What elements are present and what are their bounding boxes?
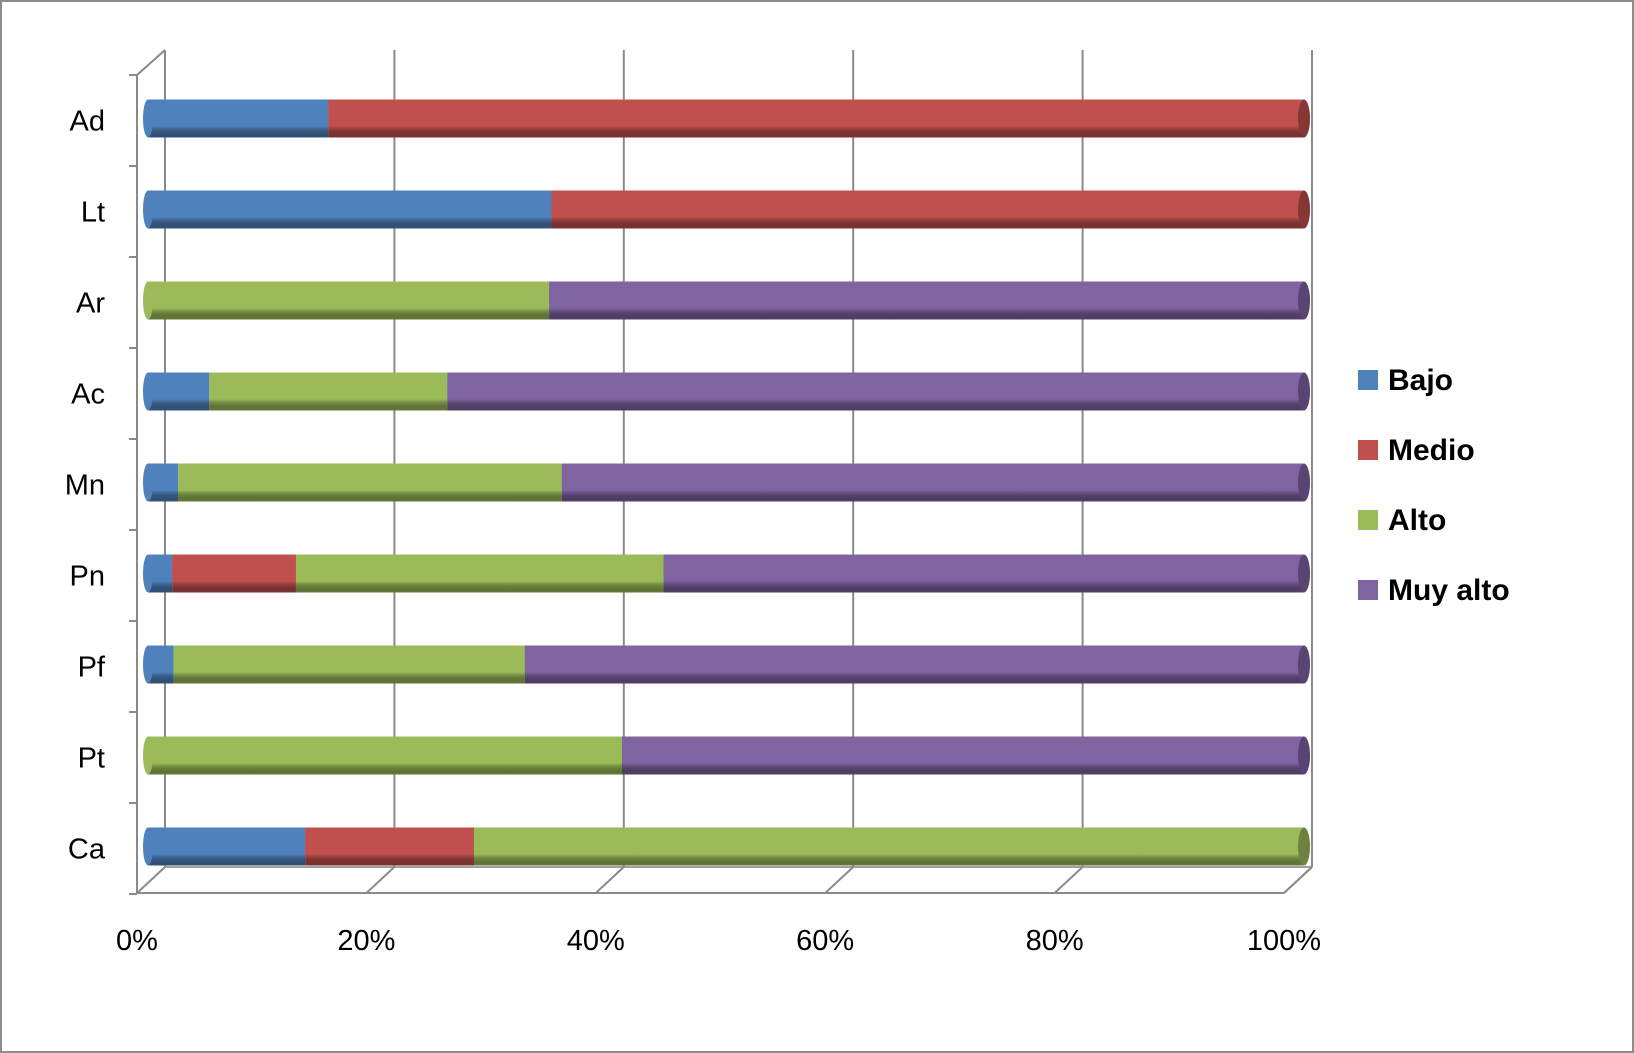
category-label-pt: Pt [78, 743, 105, 775]
bar-start-cap [143, 827, 153, 866]
bar-shade-ad-bajo [148, 99, 329, 138]
bar-shade-ad-medio [328, 99, 1304, 138]
bar-shade-pf-muy-alto [524, 645, 1304, 684]
bar-start-cap [143, 281, 153, 320]
bar-end-cap [1298, 645, 1310, 684]
bar-shade-lt-bajo [148, 190, 552, 229]
bar-shade-pn-medio [172, 554, 296, 593]
category-label-ca: Ca [68, 834, 106, 866]
bar-end-cap [1298, 372, 1310, 411]
bar-start-cap [143, 190, 153, 229]
bar-end-cap [1298, 190, 1310, 229]
bar-end-cap-shade [1298, 554, 1310, 593]
category-label-pn: Pn [70, 561, 105, 593]
legend: Bajo Medio Alto Muy alto [1358, 364, 1510, 607]
legend-label-medio: Medio [1388, 434, 1475, 467]
bar-end-cap-shade [1298, 372, 1310, 411]
plot-walls [129, 49, 1313, 895]
gridline-floor [1283, 866, 1313, 894]
bar-shade-ca-bajo [148, 827, 306, 866]
x-tick-label: 40% [567, 925, 625, 957]
bar-shade-ar-alto [148, 281, 550, 320]
legend-label-bajo: Bajo [1388, 364, 1453, 397]
legend-label-alto: Alto [1388, 504, 1446, 537]
legend-label-muy-alto: Muy alto [1388, 574, 1510, 607]
x-tick-label: 80% [1026, 925, 1084, 957]
bar-shade-ac-bajo [148, 372, 210, 411]
bar-shade-pn-muy-alto [663, 554, 1304, 593]
bar-shade-ca-alto [473, 827, 1304, 866]
category-label-ad: Ad [70, 106, 105, 138]
bar-end-cap-shade [1298, 736, 1310, 775]
gridline-floor [365, 866, 396, 894]
gridline-floor [136, 866, 166, 894]
category-label-pf: Pf [78, 652, 106, 684]
legend-swatch-bajo [1358, 370, 1378, 390]
bar-end-cap-shade [1298, 645, 1310, 684]
x-tick-label: 60% [796, 925, 854, 957]
bar-end-cap [1298, 99, 1310, 138]
bar-start-cap [143, 463, 153, 502]
bar-end-cap [1298, 463, 1310, 502]
bar-shade-mn-alto [178, 463, 562, 502]
gridline-floor [824, 866, 854, 894]
bar-shade-ca-medio [305, 827, 474, 866]
gridline-floor [595, 866, 625, 894]
x-tick-label: 20% [337, 925, 395, 957]
bar-end-cap [1298, 554, 1310, 593]
bar-shade-pt-muy-alto [621, 736, 1304, 775]
gridlines [136, 50, 1313, 894]
category-label-ar: Ar [76, 288, 105, 320]
bar-shade-mn-bajo [148, 463, 179, 502]
y-axis-top-edge [136, 49, 166, 76]
bar-end-cap-shade [1298, 99, 1310, 138]
bar-start-cap [143, 736, 153, 775]
bar-start-cap [143, 645, 153, 684]
category-label-lt: Lt [81, 197, 105, 229]
legend-swatch-medio [1358, 440, 1378, 460]
bar-shade-pf-alto [173, 645, 525, 684]
category-label-ac: Ac [71, 379, 105, 411]
bar-start-cap [143, 554, 153, 593]
x-tick-label: 100% [1247, 925, 1321, 957]
bar-end-cap-shade [1298, 463, 1310, 502]
bar-start-cap [143, 99, 153, 138]
x-tick-label: 0% [116, 925, 158, 957]
bar-shade-pn-alto [295, 554, 664, 593]
bar-end-cap-shade [1298, 281, 1310, 320]
bars [143, 99, 1310, 866]
legend-swatch-alto [1358, 510, 1378, 530]
bar-end-cap [1298, 736, 1310, 775]
bar-start-cap [143, 372, 153, 411]
bar-shade-ar-muy-alto [549, 281, 1304, 320]
bar-end-cap [1298, 281, 1310, 320]
back-wall [165, 50, 1312, 867]
bar-shade-ac-muy-alto [447, 372, 1304, 411]
legend-swatch-muy-alto [1358, 580, 1378, 600]
bar-shade-pt-alto [148, 736, 622, 775]
gridline-floor [1053, 866, 1084, 894]
bar-shade-mn-muy-alto [561, 463, 1304, 502]
category-labels: Ad Lt Ar Ac Mn Pn Pf Pt Ca [65, 106, 106, 866]
bar-end-cap-shade [1298, 827, 1310, 866]
x-tick-labels: 0% 20% 40% 60% 80% 100% [116, 925, 1321, 957]
category-label-mn: Mn [65, 470, 105, 502]
bar-end-cap [1298, 827, 1310, 866]
bar-shade-lt-medio [551, 190, 1304, 229]
bar-end-cap-shade [1298, 190, 1310, 229]
bar-shade-ac-alto [209, 372, 448, 411]
